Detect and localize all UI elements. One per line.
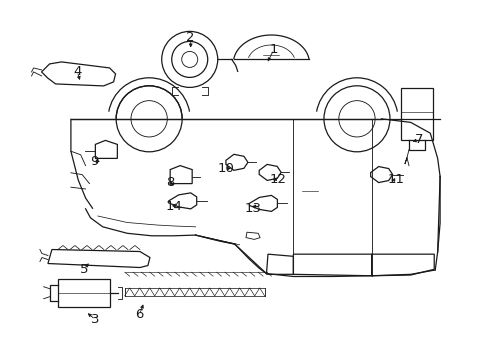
Text: 6: 6 [135,309,143,321]
Text: 7: 7 [414,133,423,146]
Text: 11: 11 [387,174,404,186]
Text: 12: 12 [269,173,285,186]
Text: 3: 3 [91,313,100,326]
Text: 14: 14 [165,201,182,213]
Text: 13: 13 [244,202,261,215]
Text: 8: 8 [165,176,174,189]
Text: 5: 5 [80,263,88,276]
Text: 10: 10 [217,162,234,175]
Text: 1: 1 [269,43,278,56]
Text: 4: 4 [73,65,81,78]
Text: 9: 9 [89,155,98,168]
Text: 2: 2 [186,31,195,44]
